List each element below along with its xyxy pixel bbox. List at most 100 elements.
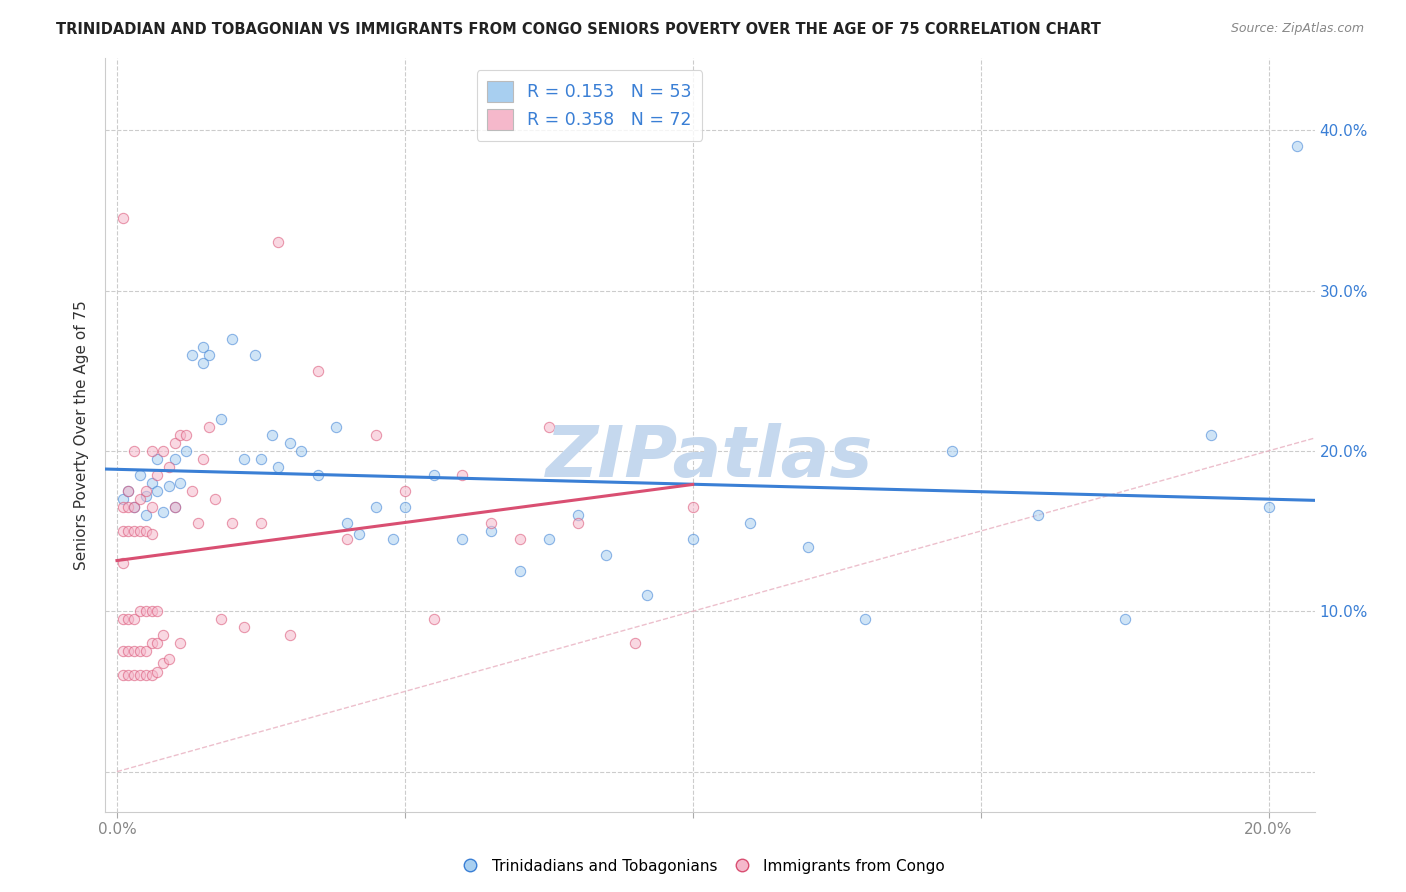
Point [163, 500, 186, 514]
Point [129, 467, 152, 482]
Point [1286, 139, 1309, 153]
Point [209, 612, 232, 626]
Point [117, 483, 139, 498]
Point [422, 612, 444, 626]
Point [336, 532, 359, 546]
Point [122, 668, 145, 682]
Point [146, 604, 169, 618]
Point [135, 644, 157, 658]
Point [308, 364, 330, 378]
Point [157, 479, 180, 493]
Point [198, 420, 221, 434]
Point [152, 505, 174, 519]
Point [232, 451, 254, 466]
Point [163, 500, 186, 514]
Point [122, 500, 145, 514]
Point [193, 356, 215, 370]
Point [157, 652, 180, 666]
Point [221, 332, 243, 346]
Point [1257, 500, 1279, 514]
Point [187, 516, 209, 530]
Point [163, 451, 186, 466]
Point [509, 564, 531, 578]
Y-axis label: Seniors Poverty Over the Age of 75: Seniors Poverty Over the Age of 75 [75, 300, 90, 570]
Point [117, 524, 139, 538]
Point [797, 540, 820, 554]
Point [364, 428, 387, 442]
Point [740, 516, 762, 530]
Point [232, 620, 254, 634]
Point [209, 412, 232, 426]
Point [141, 604, 163, 618]
Point [250, 516, 273, 530]
Point [117, 644, 139, 658]
Point [141, 475, 163, 490]
Point [451, 532, 474, 546]
Point [290, 443, 312, 458]
Point [394, 483, 416, 498]
Text: TRINIDADIAN AND TOBAGONIAN VS IMMIGRANTS FROM CONGO SENIORS POVERTY OVER THE AGE: TRINIDADIAN AND TOBAGONIAN VS IMMIGRANTS… [56, 22, 1101, 37]
Point [157, 459, 180, 474]
Point [111, 491, 134, 506]
Point [567, 508, 589, 522]
Point [595, 548, 617, 562]
Point [129, 644, 152, 658]
Point [122, 644, 145, 658]
Point [364, 500, 387, 514]
Point [135, 489, 157, 503]
Point [193, 340, 215, 354]
Point [117, 500, 139, 514]
Point [267, 459, 290, 474]
Point [141, 500, 163, 514]
Point [146, 636, 169, 650]
Point [180, 483, 202, 498]
Point [479, 524, 502, 538]
Point [152, 628, 174, 642]
Legend: Trinidadians and Tobagonians, Immigrants from Congo: Trinidadians and Tobagonians, Immigrants… [456, 853, 950, 880]
Point [146, 483, 169, 498]
Point [129, 604, 152, 618]
Point [855, 612, 877, 626]
Point [1114, 612, 1136, 626]
Point [567, 516, 589, 530]
Point [141, 668, 163, 682]
Point [941, 443, 963, 458]
Point [347, 527, 370, 541]
Point [111, 556, 134, 570]
Point [169, 475, 191, 490]
Point [1026, 508, 1049, 522]
Point [146, 665, 169, 680]
Point [129, 668, 152, 682]
Point [146, 467, 169, 482]
Point [111, 211, 134, 226]
Point [451, 467, 474, 482]
Point [382, 532, 405, 546]
Point [169, 636, 191, 650]
Point [180, 348, 202, 362]
Point [267, 235, 290, 250]
Point [129, 524, 152, 538]
Point [308, 467, 330, 482]
Point [152, 443, 174, 458]
Point [278, 628, 301, 642]
Point [537, 420, 560, 434]
Legend: R = 0.153   N = 53, R = 0.358   N = 72: R = 0.153 N = 53, R = 0.358 N = 72 [477, 70, 702, 141]
Point [336, 516, 359, 530]
Point [624, 636, 647, 650]
Point [117, 612, 139, 626]
Point [204, 491, 226, 506]
Point [174, 443, 197, 458]
Point [537, 532, 560, 546]
Point [163, 435, 186, 450]
Point [636, 588, 658, 602]
Point [122, 443, 145, 458]
Point [250, 451, 273, 466]
Point [135, 508, 157, 522]
Point [111, 644, 134, 658]
Point [135, 483, 157, 498]
Point [394, 500, 416, 514]
Text: ZIPatlas: ZIPatlas [547, 423, 873, 492]
Point [129, 491, 152, 506]
Point [122, 524, 145, 538]
Point [243, 348, 266, 362]
